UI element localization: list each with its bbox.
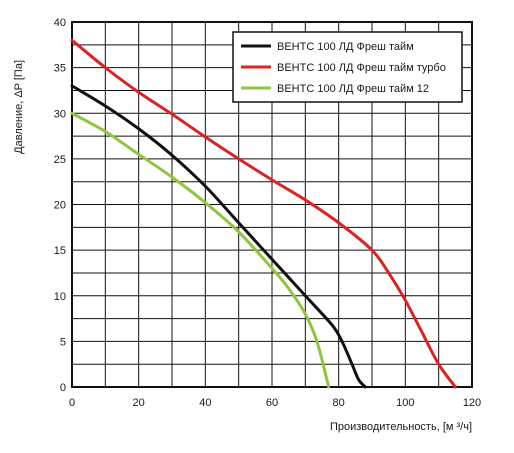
legend-label: ВЕНТС 100 ЛД Фреш тайм	[277, 41, 414, 53]
plot-frame	[71, 21, 473, 388]
legend-label: ВЕНТС 100 ЛД Фреш тайм турбо	[277, 62, 446, 74]
x-tick-label: 20	[133, 397, 145, 409]
y-tick-label: 35	[54, 63, 66, 75]
x-tick-label: 0	[69, 397, 75, 409]
x-tick-labels: 0 20 40 60 80 100 120	[69, 397, 481, 409]
y-tick-label: 5	[60, 336, 66, 348]
y-tick-label: 15	[54, 245, 66, 257]
x-tick-label: 60	[266, 397, 278, 409]
series-line-3	[70, 111, 331, 389]
y-tick-label: 10	[54, 291, 66, 303]
series-layer	[70, 38, 457, 389]
legend-items: ВЕНТС 100 ЛД Фреш тайм ВЕНТС 100 ЛД Фреш …	[241, 41, 446, 95]
series-line-1	[70, 84, 367, 389]
x-axis-label: Производительность, [м ³/ч]	[330, 421, 472, 433]
y-tick-label: 40	[54, 17, 66, 29]
y-tick-label: 25	[54, 154, 66, 166]
series-line-2	[70, 38, 457, 389]
x-tick-label: 80	[333, 397, 345, 409]
y-tick-label: 0	[60, 382, 66, 394]
x-tick-label: 40	[199, 397, 211, 409]
x-tick-label: 100	[396, 397, 414, 409]
legend: ВЕНТС 100 ЛД Фреш тайм ВЕНТС 100 ЛД Фреш …	[232, 31, 463, 103]
legend-label: ВЕНТС 100 ЛД Фреш тайм 12	[277, 83, 429, 95]
y-axis-label: Давление, ΔP [Па]	[13, 60, 25, 154]
x-tick-label: 120	[463, 397, 481, 409]
legend-box	[232, 31, 463, 103]
y-tick-label: 30	[54, 108, 66, 120]
y-tick-labels: 0 5 10 15 20 25 30 35 40	[54, 17, 66, 394]
y-tick-label: 20	[54, 200, 66, 212]
